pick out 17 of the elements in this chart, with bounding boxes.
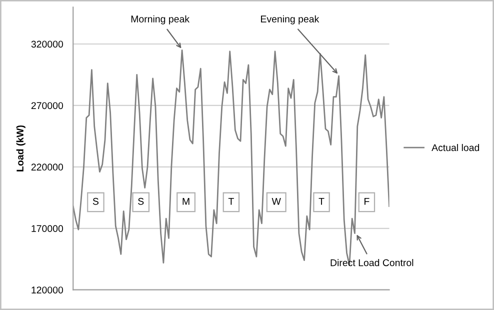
annotation: F (364, 198, 370, 205)
annotation: W (272, 198, 281, 205)
annotation: Direct Load Control (330, 259, 414, 266)
y-axis-title: Load (kW) (16, 125, 26, 172)
y-tick-label: 220000 (31, 164, 64, 171)
y-tick-label: 320000 (31, 40, 64, 48)
annotation: T (318, 198, 324, 205)
y-tick-label: 270000 (31, 102, 64, 110)
annotation: M (182, 198, 190, 205)
legend-label: Actual load (432, 144, 480, 152)
annotation: Morning peak (131, 15, 190, 24)
annotation: S (138, 198, 144, 205)
y-tick-label: 170000 (32, 225, 64, 232)
annotation: T (228, 198, 234, 205)
y-tick-label: 120000 (32, 286, 64, 294)
annotation: S (92, 198, 98, 205)
annotation: Evening peak (261, 15, 320, 24)
